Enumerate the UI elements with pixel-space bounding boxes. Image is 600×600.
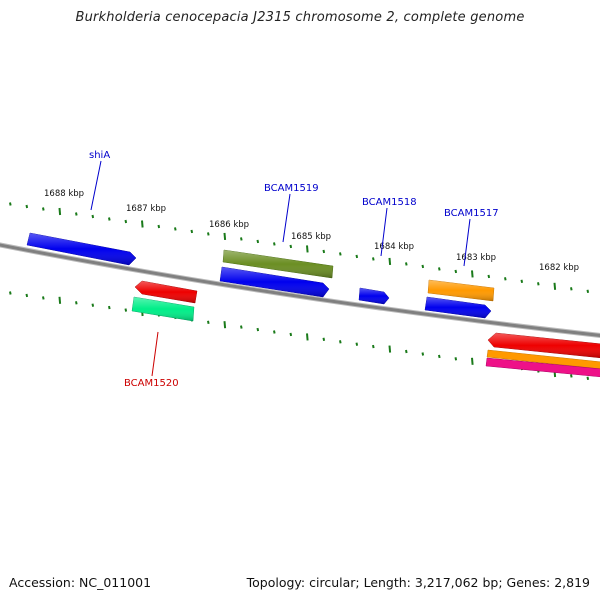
minor-tick bbox=[454, 357, 458, 361]
scale-label-1684: 1684 kbp bbox=[374, 242, 414, 252]
minor-tick bbox=[570, 287, 573, 291]
minor-tick bbox=[25, 293, 29, 298]
major-tick bbox=[471, 270, 474, 278]
scale-label-1686: 1686 kbp bbox=[209, 220, 249, 230]
minor-tick bbox=[256, 327, 260, 332]
minor-tick bbox=[124, 308, 128, 312]
gene-label-BCAM1517[interactable]: BCAM1517 bbox=[444, 208, 499, 219]
genome-stats-label: Topology: circular; Length: 3,217,062 bp… bbox=[246, 575, 590, 590]
minor-tick bbox=[91, 214, 95, 219]
gene-reverse-magenta[interactable] bbox=[485, 357, 600, 378]
gene-label-shiA[interactable]: shiA bbox=[89, 150, 110, 161]
minor-tick bbox=[240, 237, 243, 241]
minor-tick bbox=[108, 217, 111, 221]
minor-tick bbox=[9, 202, 12, 206]
leader-BCAM1517 bbox=[463, 218, 471, 267]
leader-BCAM1518 bbox=[380, 207, 388, 257]
major-tick bbox=[306, 245, 309, 253]
genome-backbone-core bbox=[0, 243, 600, 337]
minor-tick bbox=[9, 291, 12, 295]
minor-tick bbox=[240, 325, 243, 329]
minor-tick bbox=[289, 244, 293, 249]
major-tick bbox=[141, 220, 144, 228]
minor-tick bbox=[256, 239, 260, 244]
major-tick bbox=[471, 357, 474, 365]
map-title: Burkholderia cenocepacia J2315 chromosom… bbox=[75, 10, 525, 25]
scale-label-1688: 1688 kbp bbox=[44, 189, 84, 199]
minor-tick bbox=[25, 204, 29, 209]
minor-tick bbox=[504, 277, 507, 281]
minor-tick bbox=[454, 269, 458, 274]
gene-forward-blue-3[interactable] bbox=[424, 296, 492, 319]
gene-label-BCAM1518[interactable]: BCAM1518 bbox=[362, 197, 417, 208]
minor-tick bbox=[42, 296, 45, 300]
gene-BCAM1517[interactable] bbox=[427, 279, 495, 302]
minor-tick bbox=[355, 254, 359, 259]
minor-tick bbox=[586, 289, 590, 293]
minor-tick bbox=[42, 207, 45, 211]
minor-tick bbox=[124, 219, 128, 224]
minor-tick bbox=[75, 301, 78, 305]
leader-BCAM1520 bbox=[151, 331, 159, 377]
minor-tick bbox=[108, 305, 111, 310]
leader-shiA bbox=[90, 160, 102, 211]
gene-reverse-red-2[interactable] bbox=[487, 332, 600, 359]
minor-tick bbox=[339, 340, 342, 344]
gene-BCAM1518[interactable] bbox=[358, 287, 390, 305]
scale-label-1683: 1683 kbp bbox=[456, 253, 496, 263]
minor-tick bbox=[372, 257, 375, 261]
minor-tick bbox=[157, 224, 161, 229]
major-tick bbox=[388, 257, 392, 265]
outer-scale-ticks bbox=[9, 202, 590, 293]
minor-tick bbox=[75, 212, 78, 216]
minor-tick bbox=[438, 267, 441, 271]
gene-shiA[interactable] bbox=[26, 232, 137, 266]
minor-tick bbox=[537, 282, 540, 286]
major-tick bbox=[58, 207, 62, 216]
minor-tick bbox=[372, 344, 375, 349]
minor-tick bbox=[91, 303, 95, 307]
gene-reverse-orange[interactable] bbox=[486, 349, 600, 370]
gene-label-BCAM1519[interactable]: BCAM1519 bbox=[264, 183, 319, 194]
minor-tick bbox=[339, 252, 342, 256]
major-tick bbox=[553, 282, 557, 290]
minor-tick bbox=[421, 352, 425, 356]
major-tick bbox=[306, 333, 309, 341]
minor-tick bbox=[520, 279, 524, 283]
scale-label-1687: 1687 kbp bbox=[126, 204, 166, 214]
accession-label: Accession: NC_011001 bbox=[9, 575, 152, 590]
minor-tick bbox=[487, 274, 491, 279]
gene-reverse-red-1[interactable] bbox=[134, 280, 198, 304]
gene-BCAM1520[interactable] bbox=[131, 296, 195, 322]
minor-tick bbox=[355, 342, 359, 346]
minor-tick bbox=[273, 330, 276, 334]
minor-tick bbox=[207, 320, 210, 324]
scale-label-1685: 1685 kbp bbox=[291, 232, 331, 242]
minor-tick bbox=[289, 332, 293, 337]
major-tick bbox=[58, 296, 62, 304]
major-tick bbox=[388, 345, 392, 353]
minor-tick bbox=[438, 354, 441, 359]
major-tick bbox=[223, 232, 227, 240]
minor-tick bbox=[273, 242, 276, 246]
minor-tick bbox=[207, 232, 210, 236]
leader-BCAM1519 bbox=[282, 193, 291, 243]
gene-forward-blue-2[interactable] bbox=[219, 266, 330, 298]
minor-tick bbox=[421, 264, 425, 269]
minor-tick bbox=[190, 229, 194, 234]
minor-tick bbox=[174, 227, 177, 231]
scale-label-1682: 1682 kbp bbox=[539, 263, 579, 273]
gene-BCAM1519[interactable] bbox=[222, 249, 334, 279]
minor-tick bbox=[405, 349, 408, 354]
gene-label-BCAM1520[interactable]: BCAM1520 bbox=[124, 378, 179, 389]
minor-tick bbox=[570, 374, 573, 378]
minor-tick bbox=[322, 337, 326, 341]
minor-tick bbox=[586, 376, 590, 380]
minor-tick bbox=[322, 249, 326, 254]
major-tick bbox=[223, 321, 227, 329]
minor-tick bbox=[405, 262, 408, 266]
